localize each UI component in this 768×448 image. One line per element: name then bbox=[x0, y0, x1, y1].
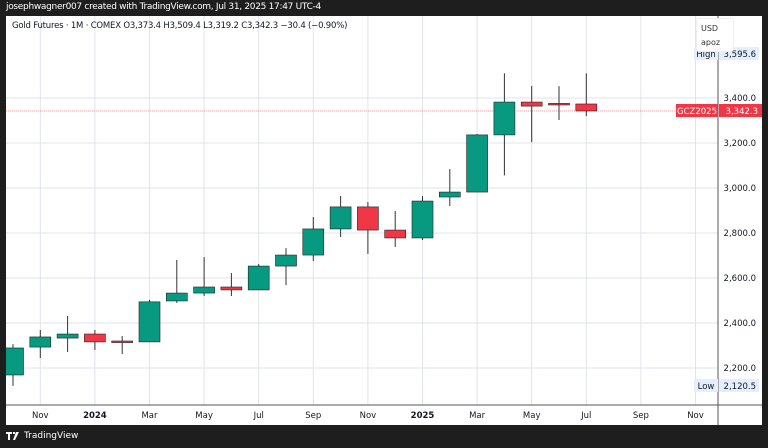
price-tick-label: 2,400.0 bbox=[724, 319, 756, 329]
time-tick-label: Mar bbox=[469, 411, 486, 421]
candle-up bbox=[275, 254, 297, 267]
time-tick-label: Mar bbox=[141, 411, 158, 421]
candle-down bbox=[84, 333, 106, 343]
candle-up bbox=[438, 191, 461, 198]
candle-down bbox=[548, 103, 570, 106]
candle-down bbox=[111, 340, 133, 343]
low-value-bg bbox=[719, 378, 759, 392]
symbol-label: GCZ2025 bbox=[677, 107, 717, 117]
candle-down bbox=[520, 101, 543, 107]
candle-up bbox=[56, 333, 79, 339]
price-tick-label: 2,200.0 bbox=[724, 364, 756, 374]
candle-down bbox=[575, 103, 598, 112]
chart-frame[interactable]: 3,400.0 3,200.0 3,000.0 2,800.0 2,600.0 2,400… bbox=[6, 16, 762, 425]
time-tick-label: Sep bbox=[305, 411, 321, 421]
time-tick-label: May bbox=[195, 411, 213, 421]
price-tick-label: 3,200.0 bbox=[724, 139, 756, 149]
high-label: High bbox=[696, 50, 716, 60]
unit-label: apoz bbox=[701, 38, 721, 47]
symbol-legend: Gold Futures · 1M · COMEX O3,373.4 H3,50… bbox=[12, 21, 348, 31]
candle-up bbox=[247, 265, 270, 291]
time-tick-label: May bbox=[523, 411, 541, 421]
low-label-bg bbox=[694, 378, 718, 392]
last-price-bg bbox=[719, 103, 762, 117]
candle-up bbox=[29, 336, 52, 348]
candle-up bbox=[329, 206, 352, 230]
time-tick-label: 2024 bbox=[83, 411, 107, 421]
candle-up bbox=[302, 228, 325, 256]
candle-down bbox=[357, 206, 379, 231]
low-label: Low bbox=[698, 382, 715, 392]
candle-up bbox=[193, 286, 215, 294]
high-value: 3,595.6 bbox=[724, 50, 756, 60]
tradingview-logo: TradingView bbox=[6, 431, 78, 441]
tradingview-logo-text: TradingView bbox=[24, 431, 79, 441]
currency-label: USD bbox=[701, 24, 719, 33]
price-tick-label: 2,800.0 bbox=[724, 229, 756, 239]
candle-up bbox=[6, 347, 24, 376]
time-tick-label: Sep bbox=[633, 411, 649, 421]
tradingview-logo-icon bbox=[6, 432, 19, 440]
time-tick-label: Nov bbox=[687, 411, 704, 421]
header-credit: josephwagner007 created with TradingView… bbox=[6, 2, 321, 12]
candle-up bbox=[411, 200, 434, 239]
low-value: 2,120.5 bbox=[724, 382, 756, 392]
price-tick-label: 3,000.0 bbox=[724, 184, 756, 194]
time-tick-label: Nov bbox=[32, 411, 49, 421]
time-tick-label: Jul bbox=[253, 411, 264, 421]
candle-up bbox=[166, 292, 188, 302]
time-tick-label: Nov bbox=[360, 411, 377, 421]
candle-down bbox=[220, 286, 243, 291]
candlestick-chart[interactable]: 3,400.0 3,200.0 3,000.0 2,800.0 2,600.0 2,400… bbox=[6, 16, 762, 425]
candle-down bbox=[384, 229, 407, 239]
price-tick-label: 2,600.0 bbox=[724, 274, 756, 284]
candle-up bbox=[138, 301, 161, 343]
candle-up bbox=[493, 101, 516, 136]
currency-unit-box[interactable]: USD apoz bbox=[696, 18, 734, 52]
time-tick-label: Jul bbox=[580, 411, 591, 421]
time-tick-label: 2025 bbox=[411, 411, 435, 421]
price-tick-label: 3,400.0 bbox=[724, 94, 756, 104]
candle-up bbox=[466, 134, 488, 193]
last-price-value: 3,342.3 bbox=[726, 107, 758, 117]
symbol-label-bg bbox=[676, 103, 718, 117]
